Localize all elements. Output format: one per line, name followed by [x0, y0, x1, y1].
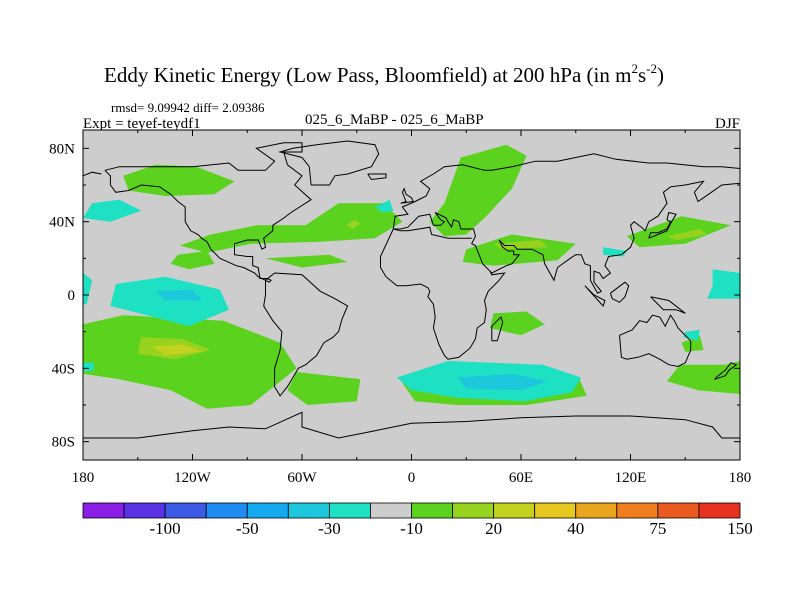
- y-tick-label: 0: [68, 288, 76, 304]
- contour-region-21: [375, 199, 394, 213]
- contour-region-11: [667, 361, 740, 394]
- coastline-1: [263, 272, 349, 397]
- contour-region-15: [493, 240, 549, 250]
- x-tick-label: 120W: [174, 470, 212, 486]
- y-axis: 80N 40N 0 40S 80S: [49, 141, 740, 451]
- contour-region-4: [429, 144, 527, 237]
- contour-region-8: [287, 372, 361, 405]
- colorbar-label: -10: [400, 519, 423, 538]
- x-tick-label: 120E: [615, 470, 647, 486]
- colorbar-swatch: [123, 502, 166, 519]
- y-tick-label: 80S: [52, 435, 75, 451]
- experiment-label: Expt = teyef-teydf1: [83, 116, 201, 132]
- contour-region-3: [265, 254, 348, 268]
- contour-region-24: [707, 269, 740, 299]
- coastline-11: [714, 362, 738, 380]
- colorbar-label: 75: [649, 519, 666, 538]
- colorbar-swatch: [246, 502, 289, 519]
- coastline-3: [367, 173, 387, 181]
- coastline-17: [83, 411, 740, 439]
- contour-region-23: [603, 247, 627, 257]
- colorbar-label: -100: [150, 519, 181, 538]
- y-tick-label: 40S: [52, 361, 75, 377]
- contour-region-20: [110, 276, 229, 327]
- x-tick-label: 180: [72, 470, 95, 486]
- contour-region-18: [83, 199, 142, 222]
- colorbar-swatch: [370, 502, 412, 519]
- contour-region-19: [83, 273, 93, 305]
- center-label: 025_6_MaBP - 025_6_MaBP: [305, 112, 484, 128]
- x-axis: 180 120W 60W 0 60E 120E 180: [72, 130, 752, 486]
- coastline-14: [650, 296, 686, 314]
- contour-region-7: [83, 315, 297, 409]
- colorbar-swatch: [698, 502, 741, 519]
- coastline-10: [619, 314, 692, 368]
- colorbar: -100 -50 -30 -10 20 40 75 150: [82, 502, 753, 538]
- colorbar-label: 40: [567, 519, 584, 538]
- contour-region-16: [667, 229, 708, 240]
- coastline-15: [648, 211, 677, 239]
- chart-title: Eddy Kinetic Energy (Low Pass, Bloomfiel…: [104, 61, 664, 87]
- season-label: DJF: [715, 116, 740, 132]
- contour-region-28: [457, 373, 549, 391]
- contour-region-10: [490, 311, 545, 336]
- contour-region-6: [626, 216, 731, 248]
- colorbar-swatch: [657, 502, 700, 519]
- colorbar-label: 150: [727, 519, 753, 538]
- colorbar-swatch: [411, 502, 453, 519]
- colorbar-swatch: [164, 502, 207, 519]
- coastline-16: [400, 187, 415, 204]
- x-tick-label: 0: [408, 470, 416, 486]
- colorbar-label: 20: [485, 519, 502, 538]
- map-panel: [82, 129, 741, 461]
- coastline-4: [392, 153, 740, 230]
- coastline-0: [104, 142, 312, 283]
- colorbar-swatch: [205, 502, 248, 519]
- coastline-9: [491, 316, 504, 342]
- x-tick-label: 60W: [287, 470, 317, 486]
- coastline-8: [380, 228, 506, 360]
- stats-label: rmsd= 9.09942 diff= 2.09386: [111, 100, 265, 115]
- colorbar-swatch: [328, 502, 371, 519]
- colorbar-swatch: [452, 502, 495, 519]
- contour-region-13: [345, 219, 361, 229]
- contour-region-5: [462, 234, 576, 266]
- y-tick-label: 80N: [49, 141, 75, 157]
- coastline-5: [83, 171, 102, 177]
- x-tick-label: 60E: [509, 470, 533, 486]
- contour-region-1: [179, 203, 403, 253]
- colorbar-label: -30: [318, 519, 341, 538]
- colorbar-label: -50: [236, 519, 259, 538]
- coastline-13: [609, 281, 630, 303]
- contour-fills: [83, 144, 740, 409]
- y-tick-label: 40N: [49, 215, 75, 231]
- coastline-7: [393, 226, 472, 239]
- coastline-6: [393, 180, 740, 294]
- colorbar-swatch: [493, 502, 536, 519]
- coastline-2: [278, 140, 380, 186]
- colorbar-swatch: [82, 502, 125, 519]
- x-tick-label: 180: [729, 470, 752, 486]
- contour-region-0: [123, 164, 235, 196]
- colorbar-swatch: [534, 502, 577, 519]
- colorbar-swatch: [575, 502, 618, 519]
- coastline-12: [584, 285, 606, 307]
- contour-region-2: [170, 251, 215, 270]
- colorbar-swatch: [287, 502, 330, 519]
- coastlines: [83, 140, 740, 439]
- contour-region-27: [156, 289, 202, 301]
- colorbar-swatch: [616, 502, 659, 519]
- contour-region-17: [152, 344, 202, 356]
- contour-region-25: [83, 362, 94, 372]
